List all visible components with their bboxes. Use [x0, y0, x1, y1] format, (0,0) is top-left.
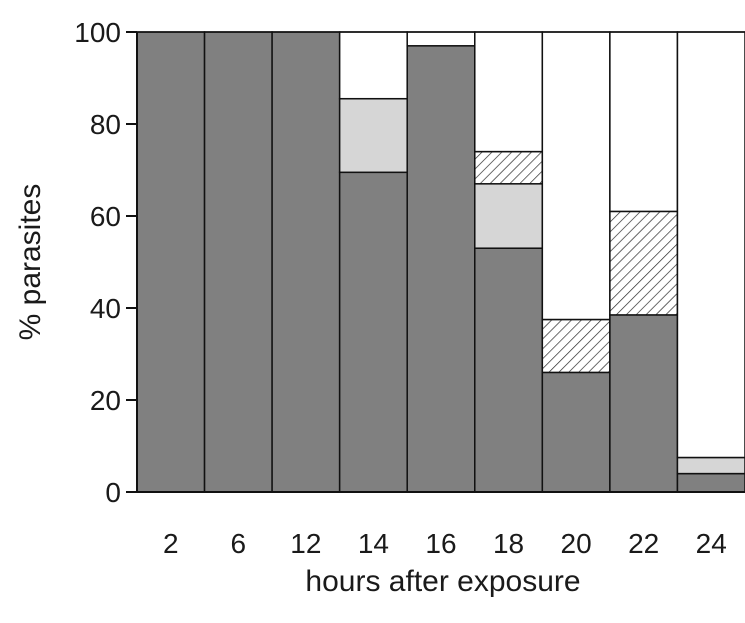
y-tick-label: 20: [90, 385, 121, 416]
y-tick-label: 60: [90, 201, 121, 232]
x-axis-label: hours after exposure: [305, 565, 580, 598]
bar-segment-white-16h: [406, 31, 476, 47]
bar-segment-solid-light-gray-24h: [676, 456, 745, 475]
y-axis-ticks: 0 20 40 60 80 100: [74, 17, 137, 508]
bar-segment-solid-light-gray-18h: [474, 183, 544, 249]
y-tick-label: 80: [90, 109, 121, 140]
x-tick-label: 18: [493, 528, 524, 559]
bar-segment-white-18h: [474, 31, 544, 153]
x-tick-label: 14: [358, 528, 389, 559]
bar-segment-solid-dark-gray-2h: [136, 31, 206, 493]
bar-segment-solid-dark-gray-18h: [474, 247, 544, 493]
bar-segment-solid-dark-gray-24h: [676, 472, 745, 493]
bar-segment-white-20h: [541, 31, 611, 321]
bar-segment-solid-dark-gray-20h: [541, 371, 611, 493]
x-tick-label: 12: [290, 528, 321, 559]
bar-segment-solid-dark-gray-16h: [406, 45, 476, 493]
bar-segment-diagonal-hatch-18h: [474, 150, 544, 185]
bar-segment-solid-dark-gray-14h: [338, 171, 408, 493]
bar-segment-diagonal-hatch-20h: [541, 318, 611, 374]
x-tick-label: 6: [231, 528, 247, 559]
x-tick-label: 24: [696, 528, 727, 559]
y-tick-label: 40: [90, 293, 121, 324]
y-tick-label: 0: [105, 477, 121, 508]
bars-group: [136, 31, 745, 493]
x-tick-label: 22: [628, 528, 659, 559]
x-axis-ticks: 2 6 12 14 16 18 20 22 24: [163, 528, 727, 559]
bar-segment-white-22h: [609, 31, 679, 213]
y-tick-label: 100: [74, 17, 121, 48]
bar-segment-solid-dark-gray-12h: [271, 31, 341, 493]
bar-segment-solid-dark-gray-22h: [609, 314, 679, 493]
bar-segment-solid-light-gray-14h: [338, 97, 408, 174]
bar-segment-diagonal-hatch-22h: [609, 210, 679, 316]
bar-segment-solid-dark-gray-6h: [203, 31, 273, 493]
y-axis-label: % parasites: [14, 184, 47, 341]
bar-segment-white-14h: [338, 31, 408, 100]
bar-segment-white-24h: [676, 31, 745, 459]
x-tick-label: 16: [425, 528, 456, 559]
x-tick-label: 2: [163, 528, 179, 559]
x-tick-label: 20: [561, 528, 592, 559]
